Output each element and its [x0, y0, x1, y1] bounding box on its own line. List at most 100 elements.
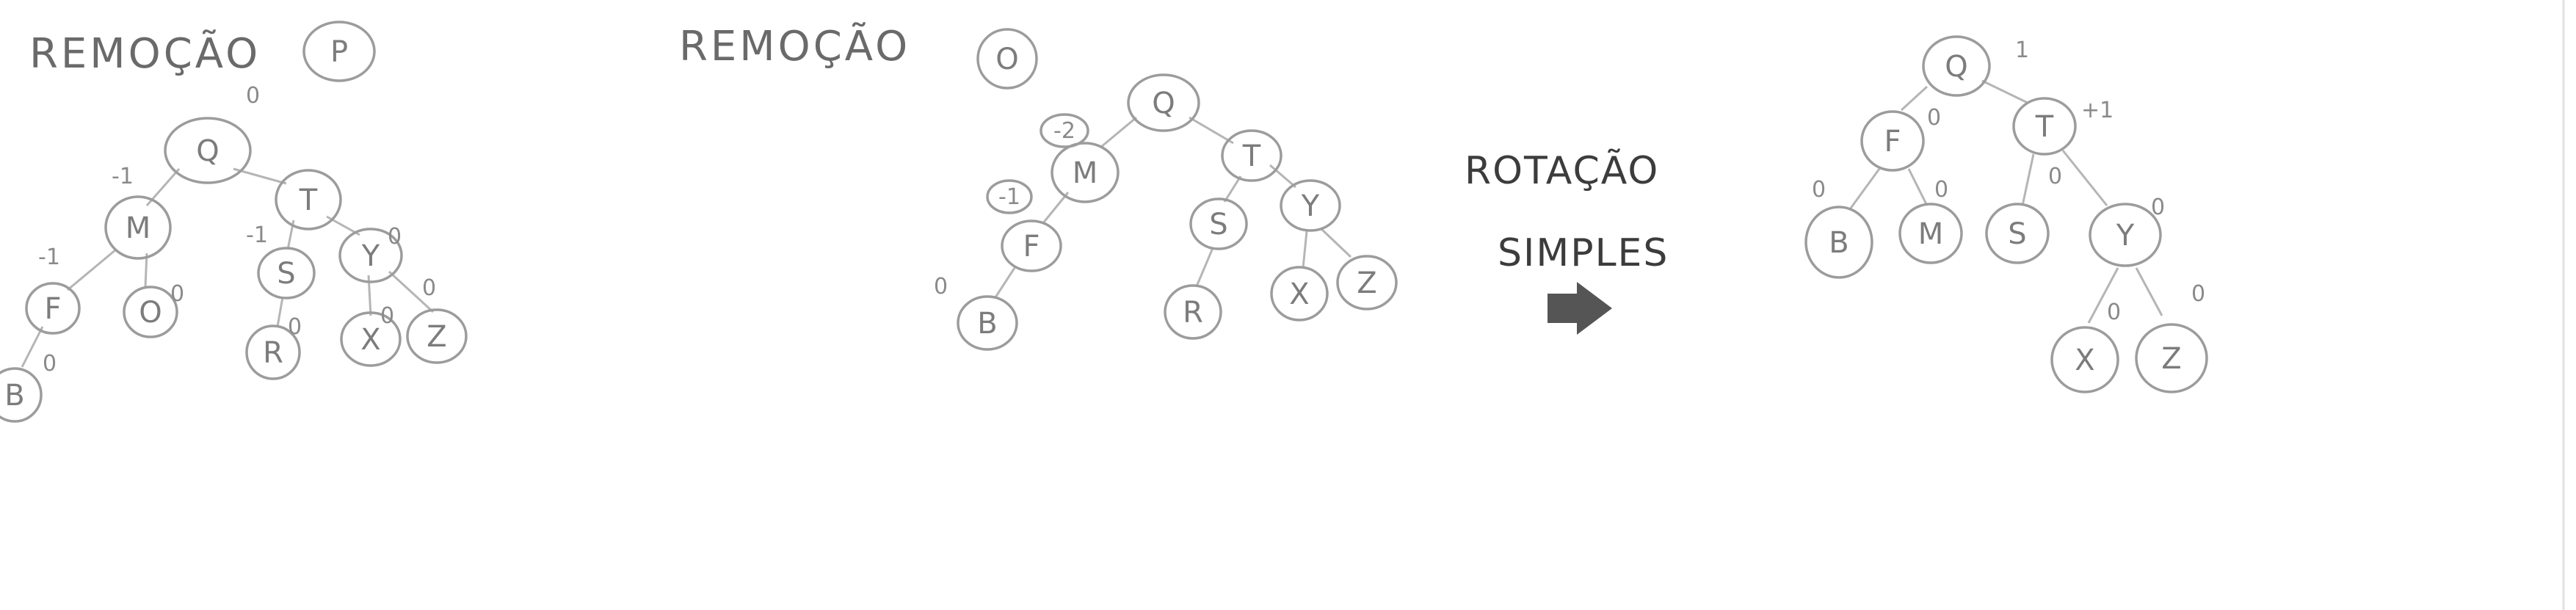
edge [1269, 164, 1296, 189]
edge [1100, 116, 1137, 148]
svg-text:T: T [1242, 139, 1261, 173]
diagram-3-edges [1848, 79, 2163, 324]
balance-factor: 0 [2048, 164, 2062, 189]
edge [233, 167, 287, 185]
tree-node-b: B 0 [0, 351, 57, 423]
tree-node-s: S 0 [1985, 164, 2062, 264]
edge [2135, 267, 2163, 316]
edge [276, 297, 284, 327]
svg-text:M: M [1918, 217, 1944, 251]
tree-node-x: X 0 [2050, 299, 2121, 393]
tree-node-t: T [1221, 129, 1282, 182]
svg-text:Z: Z [427, 320, 446, 354]
diagram-1-removed-circle [302, 21, 376, 82]
svg-text:X: X [1289, 277, 1309, 311]
diagram-2-title: REMOÇÃO [679, 23, 910, 70]
svg-text:Z: Z [1357, 266, 1376, 300]
tree-node-t: T +1 [2012, 97, 2114, 156]
balance-factor: 0 [1934, 177, 1948, 203]
svg-text:F: F [1884, 125, 1901, 159]
edge [2021, 153, 2035, 206]
edge [1907, 168, 1929, 206]
rotation-note: ROTAÇÃO SIMPLES [1465, 148, 1667, 335]
balance-factor: -1 [38, 244, 60, 270]
edge [1981, 79, 2028, 104]
balance-factor: -1 [246, 222, 268, 248]
balance-factor: +1 [2081, 98, 2114, 123]
svg-text:Y: Y [1301, 189, 1320, 223]
balance-factor: 0 [2191, 281, 2205, 307]
balance-factor: 0 [246, 83, 260, 109]
balance-factor: -1 [998, 184, 1020, 210]
edge [1320, 228, 1352, 258]
svg-text:F: F [44, 292, 61, 326]
diagram-3: Q 1 F 0 T +1 B 0 M 0 S 0 Y [1804, 35, 2208, 393]
edge [1189, 116, 1234, 145]
svg-text:X: X [360, 323, 380, 357]
edge [1900, 85, 1929, 112]
svg-text:Q: Q [1945, 50, 1967, 84]
svg-text:T: T [2035, 110, 2054, 144]
tree-node-t: T [275, 169, 342, 230]
edge [1223, 175, 1242, 203]
diagram-1-removed-label: P [330, 35, 348, 69]
svg-text:F: F [1023, 230, 1040, 264]
edge [1041, 192, 1070, 225]
edge [1302, 230, 1308, 269]
svg-text:O: O [139, 296, 162, 330]
svg-text:Y: Y [361, 239, 380, 273]
tree-node-z: Z [1336, 255, 1398, 311]
balance-factor: 0 [1812, 177, 1826, 203]
edge [1195, 247, 1214, 287]
tree-node-y: Y 0 [2089, 195, 2165, 267]
diagram-2-edges [994, 116, 1352, 298]
balance-factor: -1 [112, 164, 134, 189]
balance-factor: -2 [1053, 118, 1075, 144]
tree-node-m: M -1 [104, 164, 172, 260]
tree-node-x: X 0 [340, 303, 402, 367]
svg-text:X: X [2075, 344, 2094, 377]
svg-text:S: S [1209, 208, 1227, 242]
edge [144, 253, 148, 287]
balance-factor: 0 [2107, 299, 2121, 325]
balance-factor: 0 [1927, 105, 1941, 131]
balance-factor: 0 [170, 281, 184, 307]
balance-factor: 0 [43, 351, 57, 377]
balance-factor: 0 [380, 303, 394, 329]
diagram-2-removed-label: O [995, 43, 1018, 76]
diagram-1-title: REMOÇÃO [29, 30, 261, 78]
tree-node-s: S [1189, 197, 1248, 250]
diagram-2: REMOÇÃO O Q M -2 T [679, 23, 1398, 351]
tree-node-y: Y [1280, 179, 1341, 232]
tree-node-q: Q 1 [1922, 35, 2029, 97]
balance-factor: 0 [934, 274, 948, 299]
tree-node-b: B 0 [1804, 177, 1873, 279]
svg-text:S: S [2008, 217, 2026, 251]
tree-node-m: M -2 [1040, 113, 1120, 203]
balance-factor: 0 [422, 275, 436, 301]
edge [1848, 168, 1881, 210]
tree-node-b: B 0 [934, 274, 1018, 351]
right-arrow-icon [1548, 282, 1612, 335]
tree-node-s: S -1 [246, 222, 316, 299]
svg-text:Y: Y [2116, 219, 2135, 253]
balance-factor: 0 [288, 314, 302, 340]
tree-node-r: R 0 [245, 314, 302, 380]
tree-node-m: M 0 [1898, 177, 1963, 264]
rotation-label-line1: ROTAÇÃO [1465, 148, 1659, 193]
svg-text:Q: Q [1152, 87, 1175, 120]
edge [2061, 150, 2108, 206]
svg-text:T: T [299, 184, 318, 217]
tree-node-q: Q 0 [164, 83, 260, 184]
svg-text:S: S [277, 257, 295, 291]
tree-node-q: Q [1127, 73, 1200, 132]
svg-text:M: M [1073, 156, 1098, 190]
diagram-1: REMOÇÃO P Q 0 M -1 T [0, 21, 468, 423]
tree-node-o: O 0 [123, 281, 184, 338]
svg-text:R: R [263, 336, 283, 370]
edge [2087, 267, 2119, 324]
svg-text:B: B [4, 379, 24, 413]
diagram-2-removed-circle [976, 28, 1038, 90]
svg-text:Q: Q [196, 134, 219, 168]
